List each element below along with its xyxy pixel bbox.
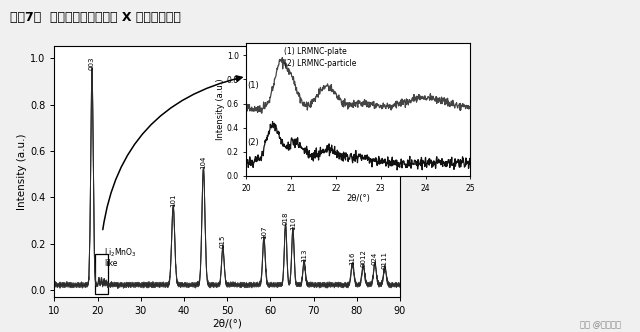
X-axis label: 2θ/(°): 2θ/(°): [212, 319, 242, 329]
Text: (1): (1): [248, 81, 259, 90]
Text: 107: 107: [261, 226, 267, 239]
Text: 024: 024: [372, 251, 378, 265]
Text: 0111: 0111: [382, 251, 388, 269]
Text: 110: 110: [290, 216, 296, 230]
Y-axis label: Intensity (a.u.): Intensity (a.u.): [17, 133, 28, 210]
Text: (1) LRMNC-plate: (1) LRMNC-plate: [285, 47, 348, 56]
Text: 104: 104: [200, 156, 207, 170]
Text: like: like: [104, 259, 118, 268]
Text: (2): (2): [248, 138, 259, 147]
Text: 图表7：  富锂锰基正极材料的 X 射线衍射图谱: 图表7： 富锂锰基正极材料的 X 射线衍射图谱: [10, 11, 180, 25]
Text: (2) LRMNC-particle: (2) LRMNC-particle: [285, 59, 357, 68]
Y-axis label: Intensity (a.u.): Intensity (a.u.): [216, 79, 225, 140]
Bar: [95, 254, 108, 294]
Text: 0012: 0012: [360, 249, 366, 267]
Text: 018: 018: [282, 212, 289, 225]
Text: 头条 @未来智库: 头条 @未来智库: [580, 320, 621, 329]
Text: 113: 113: [301, 249, 307, 262]
Text: 015: 015: [220, 235, 226, 248]
Text: 116: 116: [349, 251, 355, 265]
Text: Li$_2$MnO$_3$: Li$_2$MnO$_3$: [104, 246, 137, 259]
X-axis label: 2θ/(°): 2θ/(°): [346, 194, 371, 203]
Text: 003: 003: [89, 56, 95, 70]
Text: 101: 101: [170, 193, 176, 207]
